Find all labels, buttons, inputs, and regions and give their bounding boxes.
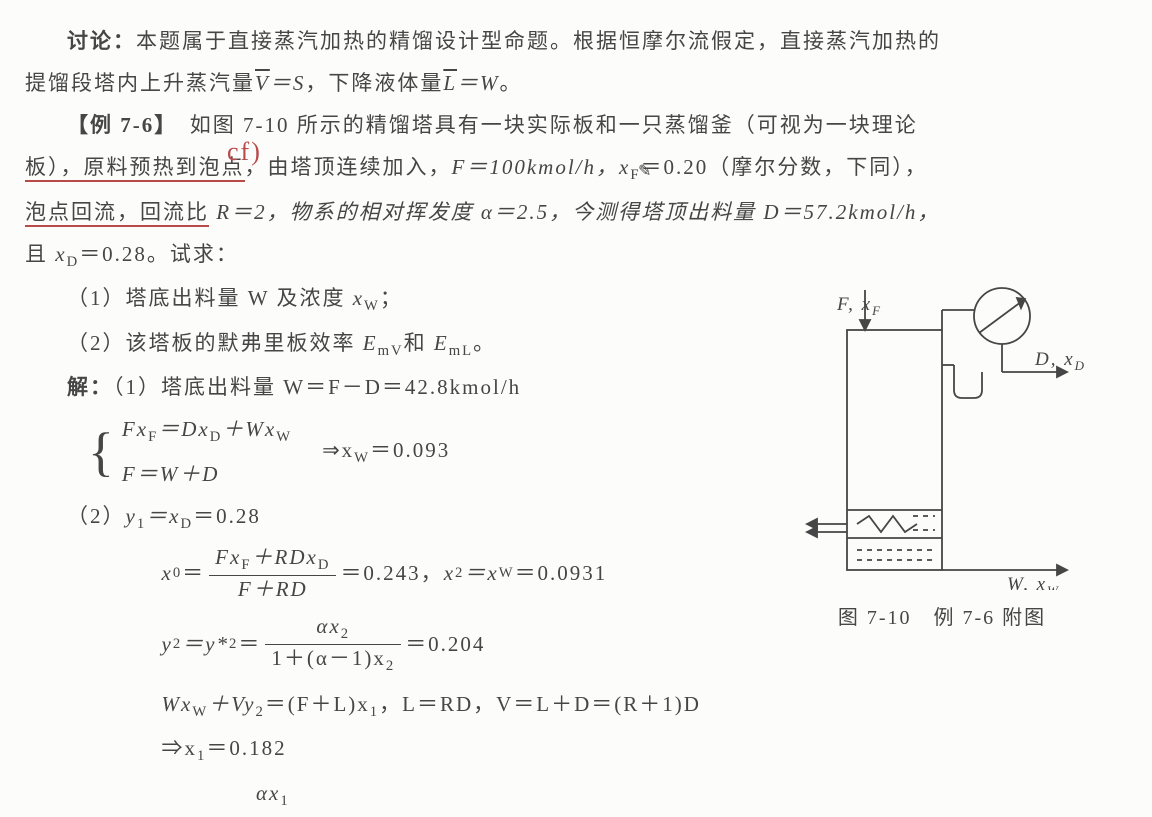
svg-text:D, xD: D, xD	[1034, 349, 1086, 373]
example-block: cf) 【例 7-6】 如图 7-10 所示的精馏塔具有一块实际板和一只蒸馏釜（…	[25, 104, 1127, 146]
question-1: （1）塔底出料量 W 及浓度 xW；	[25, 277, 745, 322]
solution-2: （2）y1＝xD＝0.28	[25, 495, 745, 540]
solution-block: （1）塔底出料量 W 及浓度 xW； （2）该塔板的默弗里板效率 EmV和 Em…	[25, 277, 745, 816]
pen-icon: ✎	[638, 156, 653, 188]
example-line4: 且 xD＝0.28。试求：	[25, 233, 1127, 278]
question-2: （2）该塔板的默弗里板效率 EmV和 EmL。	[25, 322, 745, 367]
solution-1: 解：（1）塔底出料量 W＝F－D＝42.8kmol/h	[25, 366, 745, 408]
equation-last: WxW＋Vy2＝(F＋L)x1，L＝RD，V＝L＋D＝(R＋1)D ⇒x1＝0.…	[162, 683, 746, 772]
equation-x0: x0＝ FxF＋RDxD F＋RD ＝0.243，x2＝xW＝0.0931	[162, 544, 746, 604]
example-line3: 泡点回流，回流比 R＝2，物系的相对挥发度 α＝2.5，今测得塔顶出料量 D＝5…	[25, 191, 1127, 233]
equation-tail: αx1	[256, 772, 745, 817]
column-diagram-icon: F, xF D, xD W, xW	[787, 280, 1087, 590]
discussion-label: 讨论：	[67, 29, 136, 53]
equation-y2: y2＝y*2＝ αx2 1＋(α－1)x2 ＝0.204	[162, 613, 746, 677]
red-annotation: cf)	[185, 126, 262, 178]
discussion-line1: 本题属于直接蒸汽加热的精馏设计型命题。根据恒摩尔流假定，直接蒸汽加热的	[136, 29, 941, 53]
figure-diagram: F, xF D, xD W, xW 图 7-10 例 7-6 附图	[787, 280, 1097, 638]
figure-caption: 图 7-10 例 7-6 附图	[787, 598, 1097, 638]
example-tag: 【例 7-6】	[67, 113, 167, 137]
discussion-line2: 提馏段塔内上升蒸汽量V＝S，下降液体量L＝W。	[25, 62, 1127, 104]
svg-text:F, xF: F, xF	[836, 294, 882, 318]
svg-text:W, xW: W, xW	[1007, 574, 1060, 590]
left-brace-icon: {	[88, 426, 116, 478]
discussion-block: 讨论：本题属于直接蒸汽加热的精馏设计型命题。根据恒摩尔流假定，直接蒸汽加热的	[25, 20, 1127, 62]
equation-system: { FxF＝DxD＋WxW F＝W＋D ⇒xW＝0.093	[88, 408, 745, 495]
